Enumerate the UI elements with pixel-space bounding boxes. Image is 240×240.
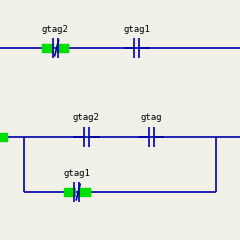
FancyBboxPatch shape [42, 44, 53, 52]
Text: gtag2: gtag2 [73, 114, 100, 122]
Text: gtag1: gtag1 [123, 24, 150, 34]
FancyBboxPatch shape [57, 44, 68, 52]
Bar [0, 132, 7, 141]
Text: gtag2: gtag2 [42, 24, 69, 34]
Text: gtag: gtag [140, 114, 162, 122]
FancyBboxPatch shape [79, 188, 90, 196]
Text: gtag1: gtag1 [63, 168, 90, 178]
FancyBboxPatch shape [64, 188, 75, 196]
